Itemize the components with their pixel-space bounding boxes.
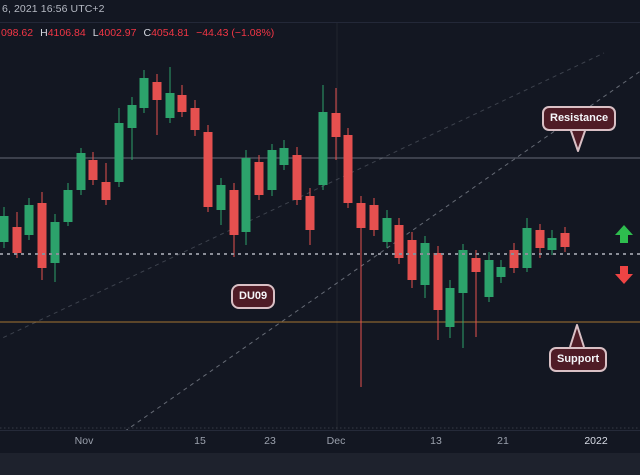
candle-body	[254, 162, 264, 195]
bottom-panel	[0, 453, 640, 475]
candle-body	[203, 132, 213, 207]
candle-body	[343, 135, 353, 203]
close-label: C	[143, 27, 152, 39]
x-axis-label: 13	[430, 435, 442, 447]
candle-body	[292, 155, 302, 200]
candle-body	[318, 112, 328, 185]
up-arrow-icon[interactable]	[615, 225, 633, 243]
candle-body	[165, 93, 175, 118]
candle-body	[63, 190, 73, 222]
ohlc-row: 098.62 H4106.84 L4002.97 C4054.81 −44.43 (−1…	[1, 27, 274, 39]
candle-body	[101, 182, 111, 200]
candle-body	[382, 218, 392, 242]
candle-body	[471, 258, 481, 272]
resistance-label[interactable]: Resistance	[542, 106, 617, 131]
high-label: H	[40, 27, 48, 39]
candle-body	[139, 78, 149, 108]
candle-body	[88, 160, 98, 180]
support-label[interactable]: Support	[549, 347, 608, 372]
candle-body	[241, 158, 251, 232]
x-axis-label: 15	[194, 435, 206, 447]
candle-body	[0, 216, 9, 242]
time-axis[interactable]: Nov 15 23 Dec 13 21 2022	[0, 430, 640, 453]
x-axis-label: 2022	[584, 435, 608, 447]
x-axis-label: 21	[497, 435, 509, 447]
rising-trendline-main[interactable]	[117, 70, 640, 437]
candle-body	[37, 203, 47, 268]
candle-body	[509, 250, 519, 268]
down-arrow-icon[interactable]	[615, 266, 633, 284]
candle-body	[229, 190, 239, 235]
candle-body	[50, 222, 60, 263]
candle-body	[267, 150, 277, 190]
candle-body	[127, 105, 137, 128]
chart-datetime: 6, 2021 16:56 UTC+2	[2, 3, 105, 15]
candle-body	[152, 82, 162, 100]
candle-body	[433, 253, 443, 310]
x-axis-label: Dec	[326, 435, 346, 447]
candle-body	[496, 267, 506, 277]
header-divider	[0, 22, 640, 23]
candle-body	[114, 123, 124, 182]
candle-body	[305, 196, 315, 230]
low-label: L	[92, 27, 99, 39]
candle-body	[547, 238, 557, 250]
candle-body	[12, 227, 22, 253]
candle-body	[76, 153, 86, 190]
candle-body	[279, 148, 289, 165]
high-value: 4106.84	[47, 27, 86, 39]
du09-tag-label[interactable]: DU09	[231, 284, 276, 309]
candle-body	[407, 240, 417, 280]
open-value: 098.62	[1, 27, 34, 39]
candle-body	[484, 260, 494, 297]
x-axis-label: Nov	[74, 435, 94, 447]
candle-body	[369, 205, 379, 230]
candle-body	[177, 95, 187, 112]
candle-body	[24, 205, 34, 235]
candle-body	[420, 243, 430, 285]
change-value: −44.43 (−1.08%)	[196, 27, 275, 39]
candle-body	[356, 203, 366, 228]
candle-body	[560, 233, 570, 247]
candle-body	[190, 108, 200, 130]
candle-body	[216, 185, 226, 210]
candle-body	[458, 250, 468, 293]
candle-body	[522, 228, 532, 268]
close-value: 4054.81	[151, 27, 190, 39]
candle-body	[445, 288, 455, 327]
low-value: 4002.97	[98, 27, 137, 39]
candle-body	[331, 113, 341, 137]
candle-body	[535, 230, 545, 248]
candle-body	[394, 225, 404, 258]
rising-trendline-upper[interactable]	[0, 52, 605, 341]
x-axis-label: 23	[264, 435, 276, 447]
